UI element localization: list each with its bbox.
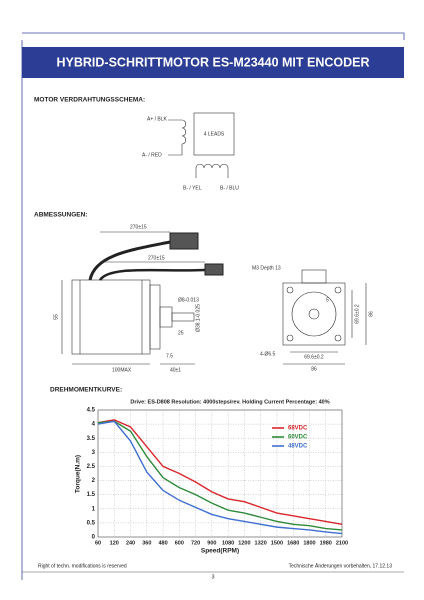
- x-tick-label: 60: [95, 540, 101, 546]
- dim-label: 69.6±0.2: [354, 304, 360, 324]
- front-shaft: [308, 308, 320, 320]
- shaft: [171, 312, 195, 322]
- header-title: HYBRID-SCHRITTMOTOR ES-M23440 MIT ENCODE…: [57, 55, 370, 69]
- dim-label: 100MAX: [112, 367, 132, 373]
- section-heading: ABMESSUNGEN:: [34, 212, 87, 219]
- dim-label: 40±1: [170, 367, 181, 373]
- y-tick-label: 4.5: [87, 408, 96, 414]
- dim-label: 270±15: [148, 255, 165, 261]
- dim-label: 69.6±0.2: [304, 354, 324, 360]
- section-heading: MOTOR VERDRAHTUNGSSCHEMA:: [34, 97, 145, 104]
- y-tick-label: 3.5: [87, 436, 96, 442]
- front-circle: [291, 291, 337, 337]
- connector: [204, 263, 224, 276]
- frame: [21, 32, 405, 580]
- dim-label: M3 Depth 13: [252, 265, 281, 271]
- x-tick-label: 120: [110, 540, 119, 546]
- x-axis-label: Speed(RPM): [201, 548, 239, 555]
- y-axis-label: Torque(N.m): [75, 455, 82, 493]
- wire-label: B- / BLU: [220, 185, 239, 191]
- page-number: 3: [211, 574, 214, 580]
- cable: [98, 268, 206, 281]
- hole: [286, 334, 294, 342]
- x-tick-label: 1200: [238, 540, 250, 546]
- legend-label: 68VDC: [288, 426, 308, 432]
- x-tick-label: 1680: [287, 540, 299, 546]
- x-tick-label: 900: [207, 540, 216, 546]
- x-tick-label: 1800: [303, 540, 315, 546]
- wire-label: B- / YEL: [183, 185, 202, 191]
- dimension-lines: [61, 231, 205, 365]
- dimension-drawing: [61, 231, 367, 365]
- wire-label: 4 LEADS: [204, 131, 225, 137]
- dim-label: 4-Ø6.5: [260, 351, 276, 357]
- motor-lines: [79, 280, 143, 354]
- dim-label: 7.5: [166, 353, 173, 359]
- dim-label: Ø38.1-0.025: [195, 304, 201, 332]
- x-tick-label: 720: [191, 540, 200, 546]
- x-tick-label: 360: [142, 540, 151, 546]
- y-tick-label: 1.5: [87, 492, 96, 498]
- y-tick-label: 1: [92, 506, 96, 512]
- legend-label: 60VDC: [288, 435, 308, 441]
- y-tick-label: 0: [92, 535, 96, 541]
- section-heading: DREHMOMENTKURVE:: [50, 387, 122, 394]
- dim-label: 5: [326, 297, 329, 303]
- legend-label: 48VDC: [288, 444, 308, 450]
- y-tick-label: 4: [92, 422, 96, 428]
- x-tick-label: 1980: [320, 540, 332, 546]
- coil-a: [168, 119, 187, 156]
- x-tick-label: 1080: [222, 540, 234, 546]
- dim-label: 86: [368, 311, 374, 317]
- hole: [334, 334, 342, 342]
- chart-subtitle: Drive: ES-D808 Resolution: 4000steps/rev…: [130, 399, 329, 405]
- dim-label: Ø8-0.013: [178, 297, 199, 303]
- x-tick-label: 600: [175, 540, 184, 546]
- dimension-lines: [283, 283, 367, 365]
- footer-left: Right of techn. modifications is reserve…: [38, 563, 127, 569]
- y-tick-label: 3: [92, 450, 96, 456]
- x-tick-label: 240: [126, 540, 135, 546]
- hole: [286, 286, 294, 294]
- torque-line: [97, 419, 343, 525]
- cable: [88, 240, 171, 281]
- torque-line: [97, 420, 343, 531]
- connector: [169, 232, 199, 250]
- dim-label: 86: [311, 366, 317, 372]
- motor-box: [193, 112, 235, 156]
- hole: [334, 286, 342, 294]
- x-tick-label: 1500: [271, 540, 283, 546]
- x-tick-label: 480: [158, 540, 167, 546]
- x-tick-label: 2100: [336, 540, 348, 546]
- y-tick-label: 2: [92, 478, 96, 484]
- wire-label: A- / RED: [142, 152, 162, 158]
- dim-label: 55: [53, 314, 59, 320]
- dim-label: 270±15: [130, 224, 147, 230]
- wire-label: A+ / BLK: [147, 116, 168, 122]
- y-tick-label: 2.5: [87, 464, 96, 470]
- footer-right: Technische Änderungen vorbehalten, 17.12…: [289, 562, 393, 569]
- x-tick-label: 1320: [255, 540, 267, 546]
- y-tick-label: 0.5: [87, 520, 96, 526]
- wiring-diagram: [168, 112, 235, 178]
- torque-line: [97, 420, 343, 535]
- dim-label: 25: [178, 330, 184, 336]
- header-bar: [22, 47, 404, 78]
- encoder-cap: [301, 269, 327, 284]
- coil-b: [195, 163, 229, 178]
